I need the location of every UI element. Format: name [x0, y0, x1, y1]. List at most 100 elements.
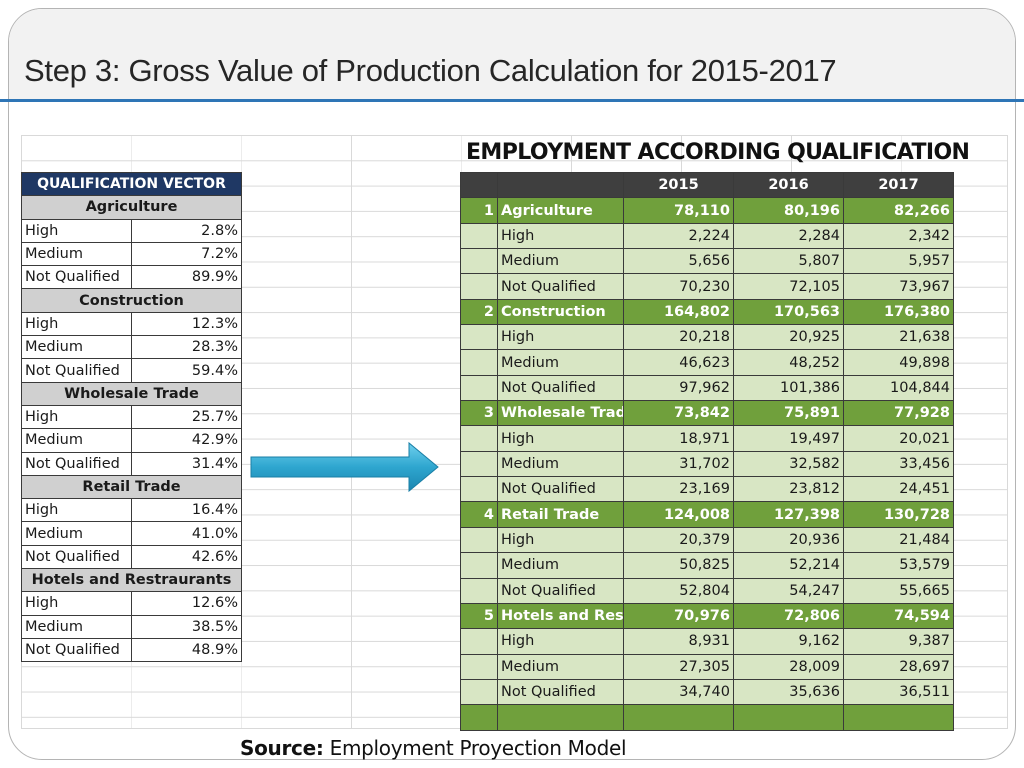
- employment-row: High 20,379 20,936 21,484: [460, 526, 954, 554]
- qv-row: High 2.8%: [21, 218, 242, 243]
- employment-footer-cell: [460, 704, 498, 731]
- qv-row: Not Qualified 48.9%: [21, 637, 242, 663]
- qv-row: High 12.6%: [21, 591, 242, 616]
- qv-row: Medium 41.0%: [21, 521, 242, 546]
- employment-sector-number: 3: [460, 400, 498, 427]
- employment-row-label: Not Qualified: [497, 678, 624, 706]
- employment-row-label: Not Qualified: [497, 476, 624, 503]
- employment-sector-total: 72,806: [733, 602, 844, 630]
- employment-row: Medium 27,305 28,009 28,697: [460, 653, 954, 680]
- employment-row-blank: [460, 577, 498, 604]
- employment-year-header: 2017: [843, 171, 954, 199]
- employment-row-blank: [460, 273, 498, 300]
- employment-sector-number: 2: [460, 298, 498, 326]
- employment-sector-row: 3 Wholesale Trad 73,842 75,891 77,928: [460, 400, 954, 427]
- employment-table: 2015 2016 2017 1 Agriculture 78,110 80,196 82,2…: [460, 171, 954, 731]
- employment-row-label: Medium: [497, 552, 624, 579]
- employment-row-value: 70,230: [623, 273, 734, 300]
- employment-row-value: 46,623: [623, 349, 734, 376]
- employment-row-value: 55,665: [843, 577, 954, 604]
- employment-row: Not Qualified 97,962 101,386 104,844: [460, 374, 954, 402]
- employment-sector-row: 5 Hotels and Rest 70,976 72,806 74,594: [460, 602, 954, 630]
- qv-row-label: High: [21, 218, 132, 243]
- qv-row-label: Not Qualified: [21, 358, 132, 383]
- qv-row: High 12.3%: [21, 311, 242, 337]
- employment-row-label: High: [497, 324, 624, 351]
- qv-row-value: 42.6%: [131, 544, 242, 570]
- employment-sector-number: 4: [460, 501, 498, 528]
- employment-row-value: 52,804: [623, 577, 734, 604]
- employment-row-value: 20,021: [843, 425, 954, 452]
- right-arrow-icon: [250, 441, 439, 493]
- qv-row-value: 7.2%: [131, 241, 242, 267]
- employment-row-blank: [460, 450, 498, 478]
- employment-row-value: 34,740: [623, 678, 734, 706]
- employment-sector-total: 130,728: [843, 501, 954, 528]
- employment-row-label: Not Qualified: [497, 577, 624, 604]
- qv-row: Medium 38.5%: [21, 614, 242, 639]
- employment-sector-number: 5: [460, 602, 498, 630]
- qv-row-value: 59.4%: [131, 358, 242, 383]
- employment-year-header: 2015: [623, 171, 734, 199]
- employment-row-value: 104,844: [843, 374, 954, 402]
- qv-row: Medium 7.2%: [21, 241, 242, 267]
- employment-row-value: 8,931: [623, 628, 734, 655]
- source-label: Source:: [240, 736, 324, 760]
- employment-row: Medium 46,623 48,252 49,898: [460, 349, 954, 376]
- source-note: Source: Employment Proyection Model: [240, 736, 627, 760]
- qv-sector-name: Retail Trade: [21, 474, 242, 500]
- employment-sector-name: Retail Trade: [497, 501, 624, 528]
- qv-row-value: 25.7%: [131, 404, 242, 430]
- qualification-vector-table: QUALIFICATION VECTOR Agriculture High 2.8% M…: [21, 171, 242, 663]
- employment-footer-cell: [497, 704, 624, 731]
- qv-row-value: 41.0%: [131, 521, 242, 546]
- employment-sector-name: Hotels and Rest: [497, 602, 624, 630]
- employment-row-value: 20,936: [733, 526, 844, 554]
- employment-row-value: 2,224: [623, 222, 734, 250]
- employment-row-blank: [460, 552, 498, 579]
- employment-row-value: 101,386: [733, 374, 844, 402]
- employment-row-label: High: [497, 628, 624, 655]
- qv-row-label: High: [21, 498, 132, 523]
- qv-row-value: 16.4%: [131, 498, 242, 523]
- qv-row-label: Not Qualified: [21, 265, 132, 290]
- employment-sector-row: 4 Retail Trade 124,008 127,398 130,728: [460, 501, 954, 528]
- qv-row: Not Qualified 59.4%: [21, 358, 242, 383]
- employment-row-label: Medium: [497, 248, 624, 275]
- qv-sector-name: Construction: [21, 288, 242, 313]
- qv-row-value: 89.9%: [131, 265, 242, 290]
- employment-row-value: 20,925: [733, 324, 844, 351]
- employment-row: Medium 5,656 5,807 5,957: [460, 248, 954, 275]
- employment-row-label: Medium: [497, 450, 624, 478]
- qv-row: Not Qualified 42.6%: [21, 544, 242, 570]
- qv-row-value: 12.3%: [131, 311, 242, 337]
- employment-sector-total: 75,891: [733, 400, 844, 427]
- employment-row-value: 2,342: [843, 222, 954, 250]
- employment-row-value: 49,898: [843, 349, 954, 376]
- employment-row-blank: [460, 628, 498, 655]
- qv-sector-row: Construction: [21, 288, 242, 313]
- employment-row-value: 18,971: [623, 425, 734, 452]
- employment-row-blank: [460, 248, 498, 275]
- employment-sector-total: 78,110: [623, 197, 734, 224]
- employment-row-blank: [460, 653, 498, 680]
- qv-row-value: 12.6%: [131, 591, 242, 616]
- employment-row-value: 21,638: [843, 324, 954, 351]
- qv-row: High 25.7%: [21, 404, 242, 430]
- qv-row-value: 42.9%: [131, 428, 242, 453]
- employment-header-row: 2015 2016 2017: [460, 171, 954, 199]
- title-rule: [0, 99, 1024, 102]
- qv-row: Medium 28.3%: [21, 335, 242, 360]
- employment-row-value: 19,497: [733, 425, 844, 452]
- employment-row-blank: [460, 476, 498, 503]
- qv-sector-name: Agriculture: [21, 195, 242, 220]
- employment-row-value: 28,009: [733, 653, 844, 680]
- qv-sector-row: Agriculture: [21, 195, 242, 220]
- employment-sector-name: Wholesale Trad: [497, 400, 624, 427]
- employment-footer-row: [460, 704, 954, 731]
- employment-row-value: 23,169: [623, 476, 734, 503]
- employment-row-value: 54,247: [733, 577, 844, 604]
- employment-row-blank: [460, 526, 498, 554]
- employment-footer-cell: [843, 704, 954, 731]
- qv-sector-name: Hotels and Restraurants: [21, 568, 242, 593]
